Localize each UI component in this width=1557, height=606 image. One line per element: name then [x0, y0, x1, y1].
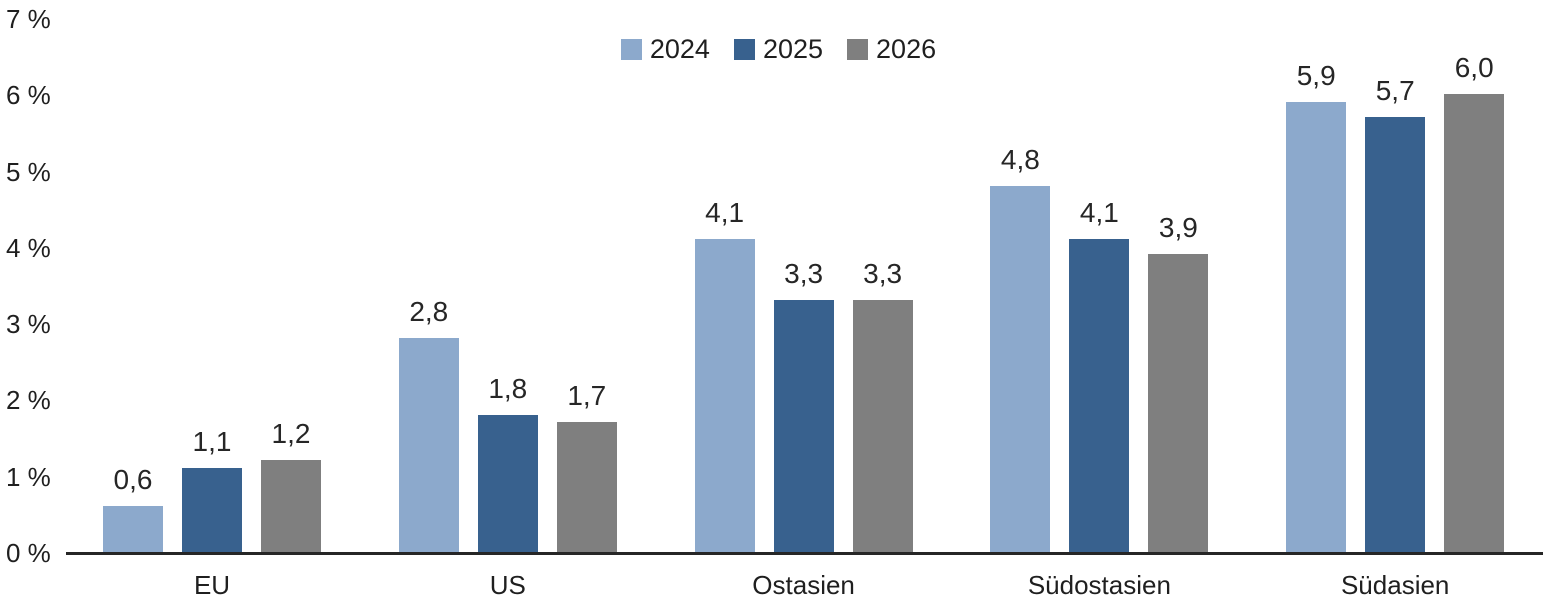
- legend-label: 2025: [762, 34, 824, 64]
- bar: [556, 422, 617, 552]
- y-axis-tick-label: 1 %: [6, 461, 51, 492]
- bar: [1069, 239, 1130, 552]
- bar-value-label: 6,0: [1454, 52, 1494, 84]
- legend-label: 2026: [876, 34, 937, 64]
- bar: [103, 506, 163, 552]
- bar-value-label: 3,3: [784, 258, 824, 290]
- bar: [694, 239, 755, 552]
- bar-value-label: 1,8: [488, 372, 528, 404]
- bar: [477, 414, 538, 552]
- x-axis-category-label: Südostasien: [1027, 570, 1171, 600]
- legend-label: 2024: [649, 34, 710, 64]
- bar: [398, 338, 459, 552]
- bar-value-label: 5,9: [1296, 59, 1336, 91]
- legend-swatch: [620, 39, 642, 60]
- bar-value-label: 5,7: [1375, 75, 1415, 107]
- legend-swatch: [847, 39, 869, 60]
- chart-legend: 2024 2025 2026: [0, 36, 1557, 63]
- x-axis-category-label: US: [489, 570, 526, 600]
- bar-value-label: 3,9: [1158, 212, 1198, 244]
- legend-item: 2024: [620, 34, 710, 64]
- bar-value-label: 2,8: [409, 296, 449, 328]
- legend-item: 2026: [847, 36, 936, 63]
- bar: [990, 185, 1051, 552]
- y-axis-tick-label: 5 %: [6, 156, 51, 187]
- bar-value-label: 0,6: [113, 464, 153, 496]
- y-axis-tick-label: 3 %: [6, 309, 51, 340]
- legend-item: 2025: [733, 34, 824, 64]
- y-axis-tick-label: 7 %: [6, 3, 51, 34]
- y-axis-tick-label: 0 %: [6, 538, 51, 568]
- bar: [1444, 94, 1505, 552]
- bar-value-label: 4,1: [1079, 197, 1119, 229]
- bar-value-label: 1,7: [567, 380, 607, 412]
- bar: [1148, 254, 1209, 552]
- bar-value-label: 4,8: [1000, 143, 1040, 175]
- x-axis-category-label: Ostasien: [752, 570, 855, 600]
- bar-value-label: 4,1: [705, 197, 745, 229]
- y-axis-tick-label: 2 %: [6, 385, 51, 416]
- bar-value-label: 1,2: [271, 418, 311, 450]
- x-axis-line: [66, 552, 1543, 555]
- bar: [261, 460, 321, 552]
- y-axis-tick-label: 4 %: [6, 232, 51, 263]
- bar-value-label: 1,1: [192, 426, 232, 458]
- legend-swatch: [733, 39, 755, 60]
- bar: [1286, 101, 1347, 552]
- bar: [1365, 117, 1426, 552]
- bar: [773, 300, 834, 552]
- bar-value-label: 3,3: [863, 258, 903, 290]
- bar: [182, 468, 242, 552]
- x-axis-category-label: EU: [193, 570, 231, 600]
- x-axis-category-label: Südasien: [1340, 570, 1450, 600]
- bar: [852, 300, 913, 552]
- y-axis-tick-label: 6 %: [6, 80, 51, 111]
